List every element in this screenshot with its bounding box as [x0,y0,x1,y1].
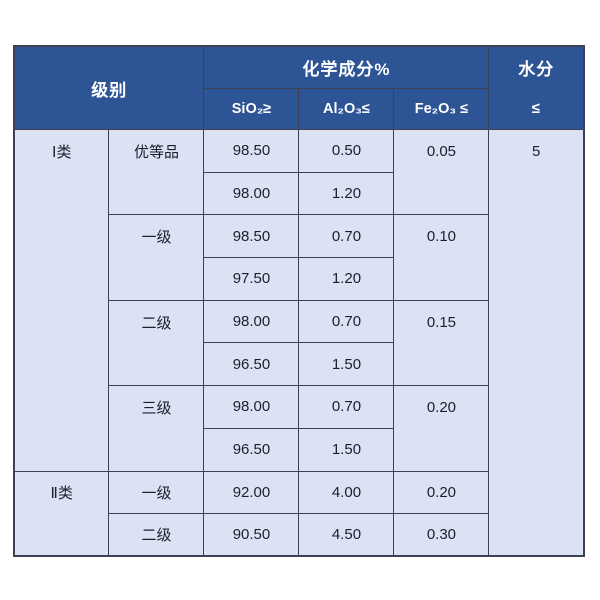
fe2o3-value-cell: 0.15 [393,299,490,387]
grade-cell: 优等品 [108,128,205,216]
moisture-value-cell: 5 [488,129,585,557]
header-fe2o3: Fe₂O₃ ≤ [393,87,490,131]
sio2-value-cell: 96.50 [203,342,300,387]
header-row-sub: SiO₂≥ Al₂O₃≤ Fe₂O₃ ≤ [14,87,584,131]
sio2-value-cell: 92.00 [203,470,300,515]
al2o3-value-cell: 4.00 [298,470,395,515]
al2o3-value-cell: 0.70 [298,214,395,259]
sio2-value-cell: 98.50 [203,129,300,173]
fe2o3-value-cell: 0.30 [393,513,490,557]
fe2o3-value-cell: 0.20 [393,470,490,515]
header-chemical-composition: 化学成分% [203,45,490,89]
al2o3-value-cell: 4.50 [298,513,395,557]
header-moisture: 水分 ≤ [488,45,585,130]
sio2-value-cell: 98.00 [203,385,300,429]
sio2-value-cell: 96.50 [203,427,300,472]
sio2-value-cell: 98.50 [203,214,300,259]
fe2o3-value-cell: 0.10 [393,214,490,301]
header-moisture-operator: ≤ [531,100,541,117]
sio2-value-cell: 98.00 [203,171,300,216]
al2o3-value-cell: 1.50 [298,427,395,472]
grade-cell: 三级 [108,385,205,472]
sio2-value-cell: 97.50 [203,257,300,301]
table-header: 级别 化学成分% 水分 ≤ SiO₂≥ Al₂O₃≤ Fe₂O₃ ≤ [13,45,585,131]
header-moisture-label: 水分 [518,60,555,79]
al2o3-value-cell: 0.70 [298,385,395,429]
al2o3-value-cell: 1.20 [298,171,395,216]
header-al2o3: Al₂O₃≤ [298,87,395,131]
al2o3-value-cell: 0.50 [298,129,395,173]
table-row: 96.50 1.50 [14,427,584,472]
sio2-value-cell: 98.00 [203,299,300,344]
chemical-composition-spec-table: 级别 化学成分% 水分 ≤ SiO₂≥ Al₂O₃≤ Fe₂O₃ ≤ Ⅰ类 优等… [13,45,585,558]
grade-cell: 一级 [108,470,205,515]
chemical-composition-table-wrap: 级别 化学成分% 水分 ≤ SiO₂≥ Al₂O₃≤ Fe₂O₃ ≤ Ⅰ类 优等… [13,45,585,558]
class-ii-cell: Ⅱ类 [13,470,110,557]
header-grade: 级别 [13,45,205,130]
header-sio2: SiO₂≥ [203,87,300,131]
table-row: 98.00 1.20 [14,171,584,216]
grade-cell: 二级 [108,299,205,387]
table-body: Ⅰ类 优等品 98.50 0.50 0.05 5 98.00 1.20 一级 9… [13,128,585,557]
table-row: 三级 98.00 0.70 0.20 [14,385,584,472]
table-row: 一级 98.50 0.70 0.10 [14,214,584,301]
al2o3-value-cell: 0.70 [298,299,395,344]
table-row: Ⅰ类 优等品 98.50 0.50 0.05 5 [13,128,585,557]
grade-cell: 二级 [108,513,205,557]
sio2-value-cell: 90.50 [203,513,300,557]
al2o3-value-cell: 1.20 [298,257,395,301]
al2o3-value-cell: 1.50 [298,342,395,387]
table-row: 二级 98.00 0.70 0.15 [14,299,584,387]
fe2o3-value-cell: 0.05 [393,128,490,216]
fe2o3-value-cell: 0.20 [393,385,490,472]
grade-cell: 一级 [108,214,205,301]
table-row: Ⅱ类 一级 92.00 4.00 0.20 [13,470,584,557]
class-i-cell: Ⅰ类 [13,129,110,472]
header-row-top: 级别 化学成分% 水分 ≤ [13,45,585,130]
table-row: 97.50 1.20 [14,257,584,301]
table-row: 二级 90.50 4.50 0.30 [14,513,584,557]
